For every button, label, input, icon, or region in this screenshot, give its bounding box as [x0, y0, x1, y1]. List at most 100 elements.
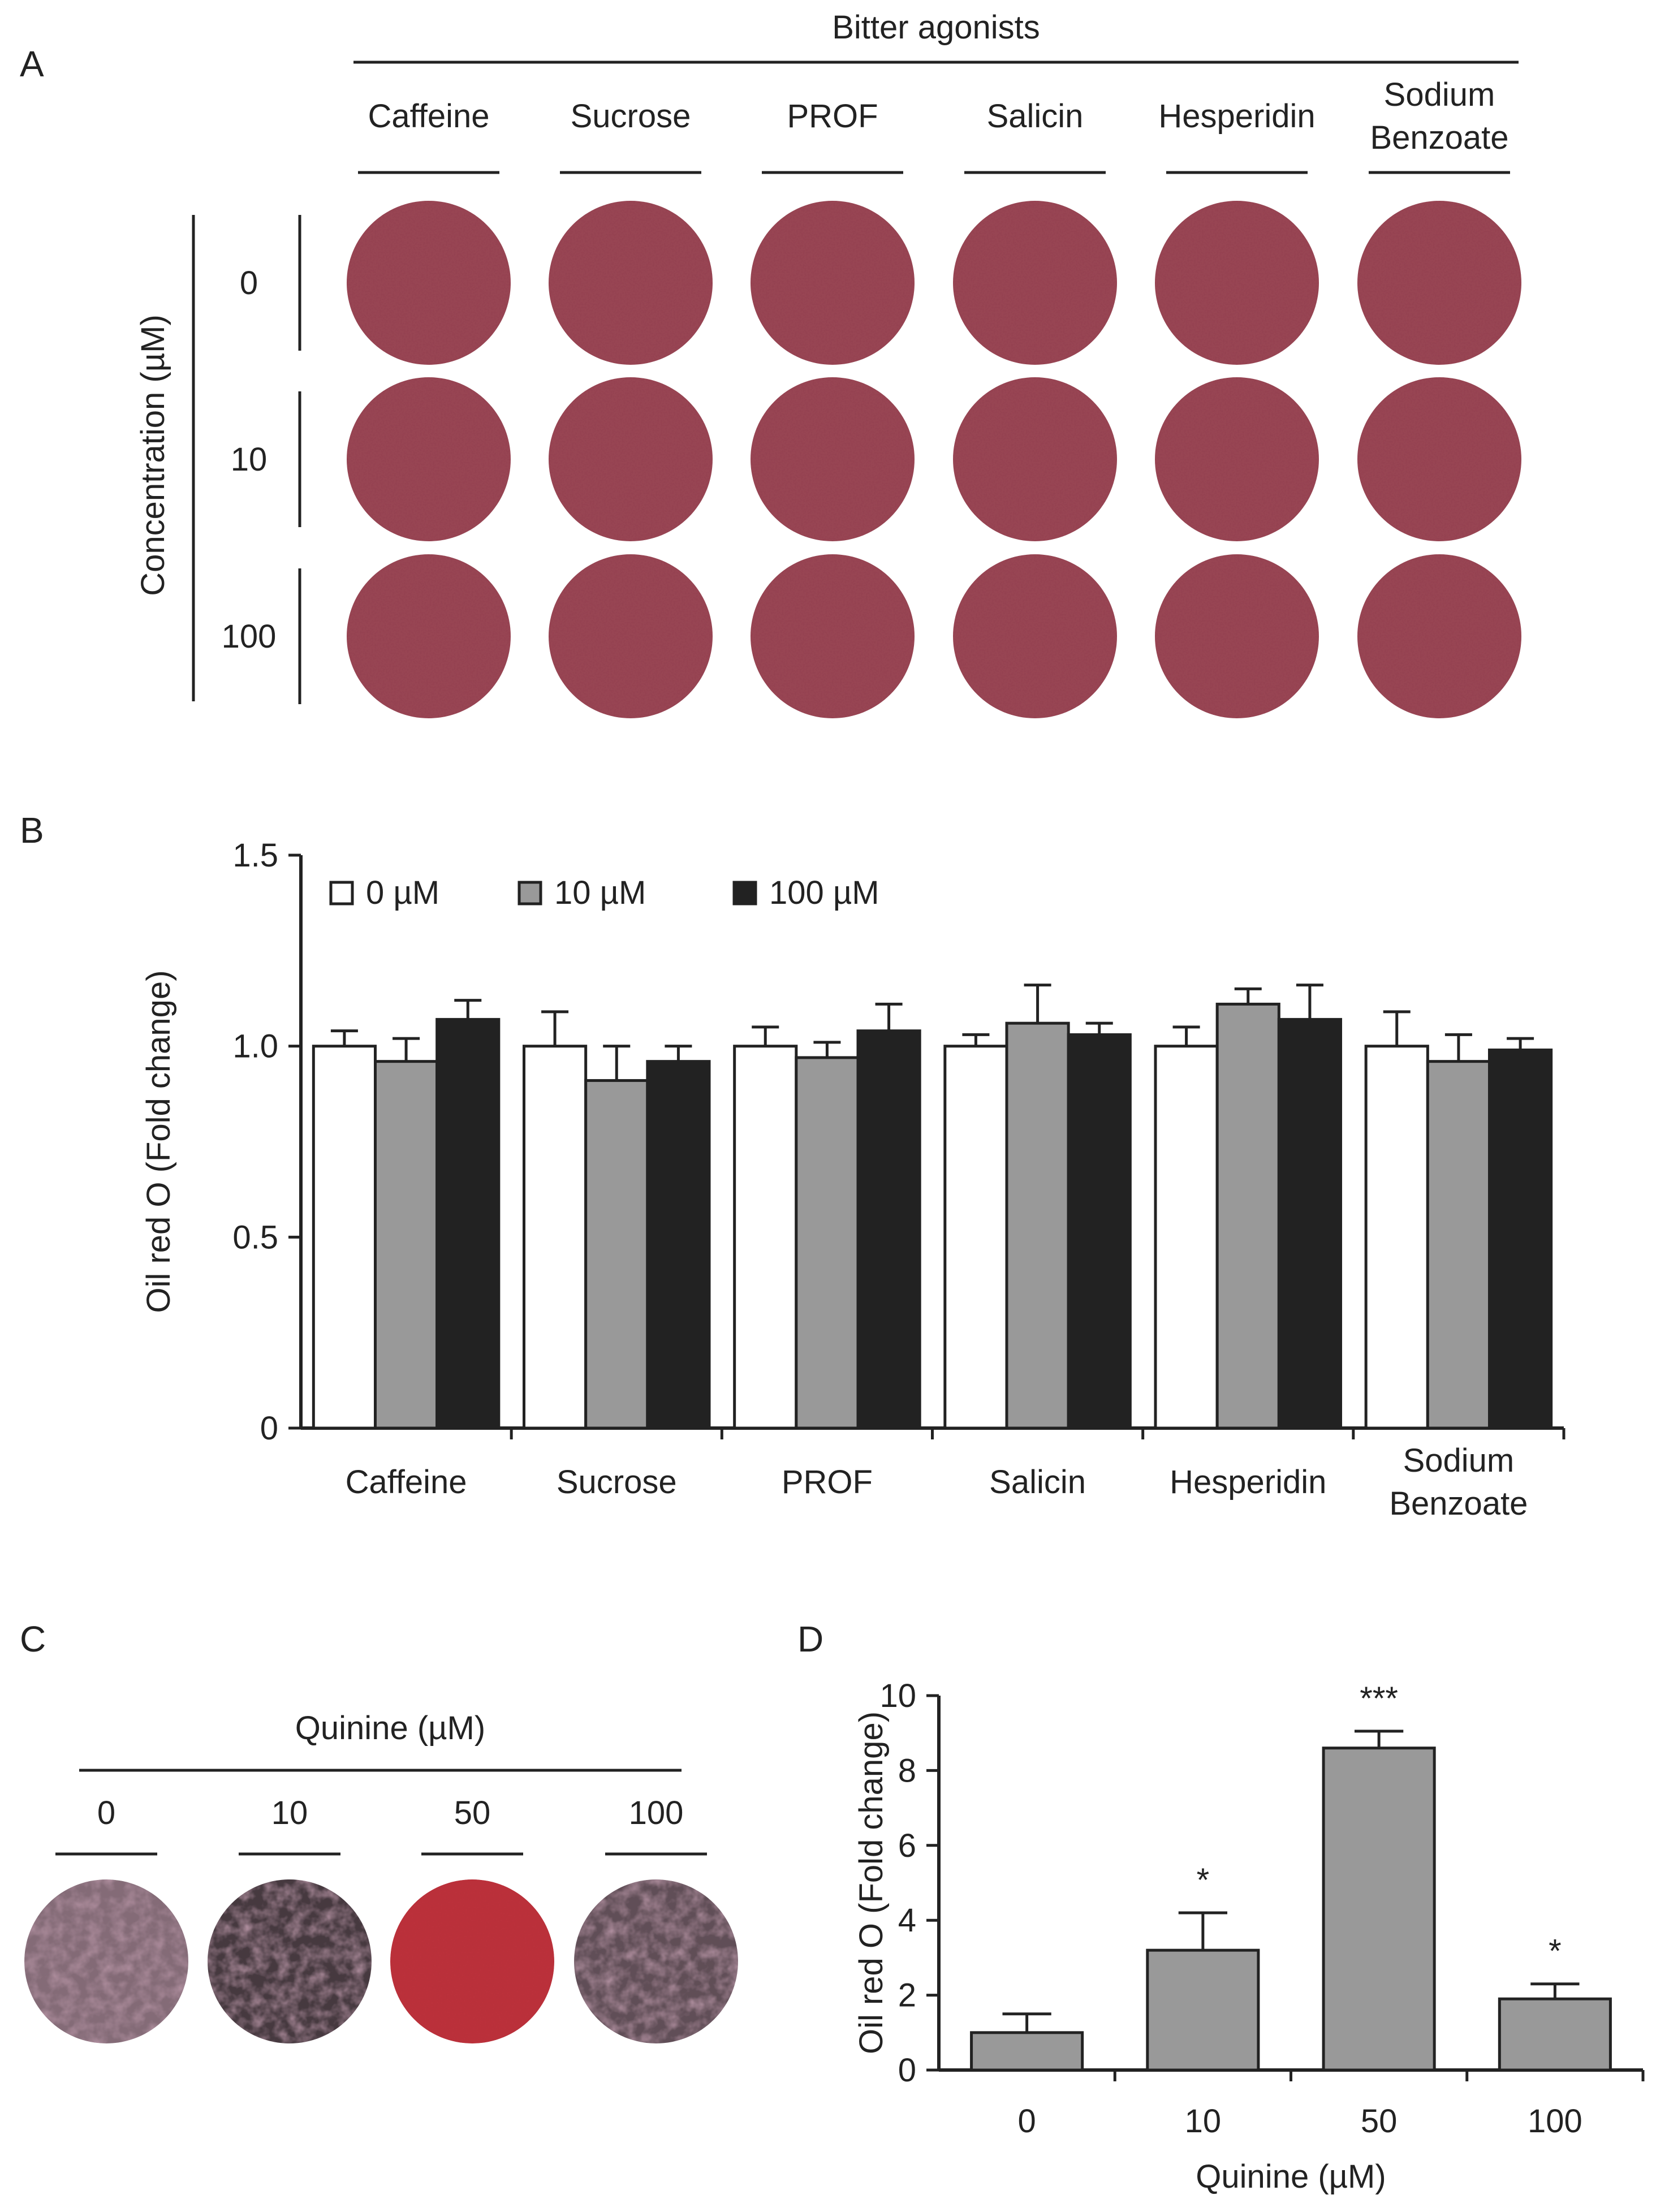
bar-sodium-benzoate-0-m	[1364, 1045, 1429, 1430]
stained-dish	[953, 554, 1117, 718]
panel-a: Bitter agonists Caffeine Sucrose PROF Salic…	[135, 9, 1521, 718]
stained-dish	[549, 377, 713, 541]
x-axis-label: Quinine (µM)	[1196, 2158, 1386, 2195]
legend-swatch-0-m	[329, 881, 354, 906]
stained-dish	[347, 554, 511, 718]
bar-sucrose-100-m	[646, 1060, 711, 1430]
stained-dish	[347, 377, 511, 541]
y-tick-label-0: 0	[898, 2052, 916, 2089]
x-tick-label-50: 50	[1361, 2103, 1398, 2140]
panel-label-c: C	[20, 1619, 46, 1659]
stained-dish	[953, 377, 1117, 541]
concentration-axis-label: Concentration (µM)	[135, 314, 171, 596]
bar-50	[1322, 1747, 1436, 2072]
compound-header-sodium-benzoate: Sodium Benzoate	[1370, 76, 1508, 156]
agonist-dishes	[347, 201, 1521, 718]
quinine-dish-100	[574, 1879, 738, 2043]
bar-hesperidin-100-m	[1277, 1017, 1343, 1430]
significance-mark: ***	[1360, 1680, 1398, 1717]
bar-0	[970, 2031, 1084, 2072]
quinine-concentration-100: 100	[629, 1795, 684, 1831]
stained-dish	[549, 201, 713, 365]
bar-salicin-100-m	[1067, 1033, 1132, 1430]
concentration-label-10: 10	[231, 441, 268, 478]
stained-dish	[1357, 201, 1521, 365]
quinine-group-label: Quinine (µM)	[295, 1710, 485, 1747]
x-tick-label-prof: PROF	[782, 1464, 873, 1500]
x-tick-label-10: 10	[1185, 2103, 1222, 2140]
compound-header-hesperidin: Hesperidin	[1158, 98, 1315, 135]
bar-hesperidin-10-m	[1215, 1002, 1280, 1430]
quinine-dish-10	[208, 1879, 372, 2043]
y-tick-label-0: 0	[260, 1410, 278, 1447]
bar-salicin-10-m	[1005, 1021, 1070, 1430]
bar-sucrose-10-m	[584, 1079, 649, 1430]
dish-stain	[574, 1879, 738, 2043]
bar-sucrose-0-m	[522, 1045, 588, 1430]
x-tick-label-caffeine: Caffeine	[346, 1464, 467, 1500]
stained-dish	[549, 554, 713, 718]
y-tick-label-1-0: 1.0	[232, 1028, 278, 1065]
y-axis-label: Oil red O (Fold change)	[140, 970, 177, 1313]
bar-100	[1498, 1997, 1612, 2072]
bar-10	[1146, 1948, 1260, 2072]
stained-dish	[1155, 377, 1319, 541]
x-tick-label-100: 100	[1528, 2103, 1582, 2140]
legend-swatch-100-m	[732, 881, 757, 906]
x-tick-label-salicin: Salicin	[989, 1464, 1086, 1500]
stained-dish	[1155, 554, 1319, 718]
stained-dish	[953, 201, 1117, 365]
stained-dish	[751, 554, 915, 718]
bar-sodium-benzoate-10-m	[1426, 1060, 1491, 1430]
concentration-label-0: 0	[240, 265, 258, 301]
y-axis-label: Oil red O (Fold change)	[853, 1711, 890, 2054]
concentration-label-100: 100	[222, 618, 277, 655]
y-tick-label-6: 6	[898, 1827, 916, 1864]
bar-salicin-0-m	[943, 1045, 1008, 1430]
stained-dish	[347, 201, 511, 365]
stained-dish	[1357, 377, 1521, 541]
y-tick-label-2: 2	[898, 1977, 916, 2014]
legend-label-10-m: 10 µM	[554, 874, 646, 911]
stained-dish	[751, 377, 915, 541]
legend-swatch-10-m	[517, 881, 542, 906]
quinine-dish-0	[24, 1879, 188, 2043]
x-tick-label-hesperidin: Hesperidin	[1170, 1464, 1326, 1500]
concentration-rows: 0 10 100	[222, 215, 301, 704]
x-tick-label-sodium-benzoate: Sodium Benzoate	[1389, 1442, 1528, 1522]
panel-label-d: D	[797, 1619, 823, 1659]
y-tick-label-10: 10	[879, 1678, 916, 1714]
compound-header-caffeine: Caffeine	[368, 98, 490, 135]
y-tick-label-0-5: 0.5	[232, 1219, 278, 1256]
bitter-agonists-label: Bitter agonists	[832, 9, 1040, 46]
compound-header-sucrose: Sucrose	[571, 98, 691, 135]
quinine-concentration-50: 50	[454, 1795, 491, 1831]
significance-mark: *	[1549, 1933, 1562, 1970]
y-tick-label-4: 4	[898, 1902, 916, 1939]
significance-mark: *	[1197, 1862, 1210, 1899]
quinine-dish-50	[390, 1879, 554, 2043]
y-tick-label-1-5: 1.5	[232, 837, 278, 874]
stained-dish	[1155, 201, 1319, 365]
x-tick-label-0: 0	[1017, 2103, 1036, 2140]
stained-dish	[1357, 554, 1521, 718]
panel-label-b: B	[20, 810, 44, 851]
y-tick-label-8: 8	[898, 1752, 916, 1789]
bar-sodium-benzoate-100-m	[1488, 1048, 1553, 1430]
dish-stain	[390, 1879, 554, 2043]
quinine-concentration-0: 0	[97, 1795, 115, 1831]
panel-label-a: A	[20, 44, 44, 84]
bar-prof-0-m	[733, 1045, 798, 1430]
stained-dish	[751, 201, 915, 365]
bar-prof-100-m	[856, 1029, 921, 1430]
x-tick-label-sucrose: Sucrose	[557, 1464, 677, 1500]
bar-caffeine-0-m	[312, 1045, 377, 1430]
bar-prof-10-m	[795, 1056, 860, 1430]
panel-b-chart: 0 0.5 1.0 1.5 Oil red O (Fold change) Caffein…	[140, 837, 1566, 1522]
bar-caffeine-10-m	[373, 1060, 439, 1430]
panel-c: Quinine (µM) 0 10 50 100	[24, 1710, 738, 2043]
dish-stain	[24, 1879, 188, 2043]
quinine-columns: 0 10 50 100	[24, 1795, 738, 2043]
compound-headers: Caffeine Sucrose PROF Salicin Hesperidin Sodi…	[358, 76, 1510, 174]
